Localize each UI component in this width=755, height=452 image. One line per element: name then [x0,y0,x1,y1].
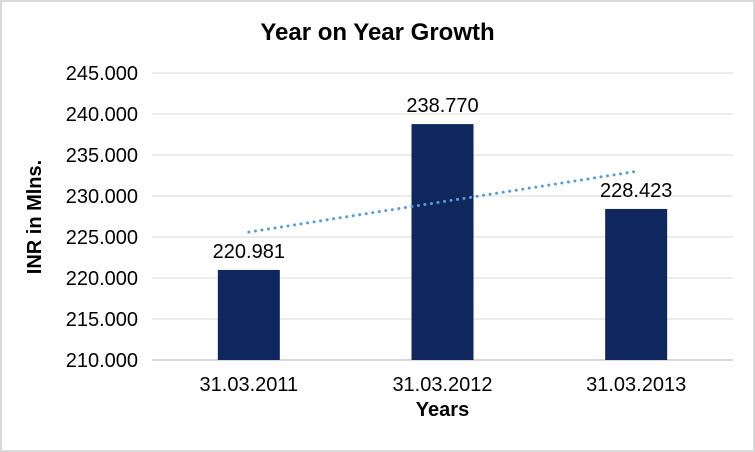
trendline [247,169,638,234]
bar-31.03.2011 [217,269,280,360]
x-tick-label: 31.03.2013 [586,374,686,396]
x-tick-label: 31.03.2011 [200,374,299,396]
bar-31.03.2012 [411,124,474,360]
y-tick-label: 210.000 [66,350,138,372]
chart-title: Year on Year Growth [260,19,495,46]
y-tick-label: 225.000 [66,227,138,249]
y-tick-label: 235.000 [66,145,138,167]
y-tick-label: 215.000 [66,309,138,331]
y-tick-label: 230.000 [66,186,138,208]
bar-31.03.2013 [605,208,668,360]
y-tick-label: 240.000 [66,104,138,126]
y-tick-label: 220.000 [66,268,138,290]
x-tick-label: 31.03.2012 [392,374,492,396]
x-axis-title: Years [415,399,470,421]
bar-value-label: 238.770 [406,95,478,117]
bar-value-label: 228.423 [600,180,672,202]
bar-value-label: 220.981 [213,241,285,263]
y-tick-label: 245.000 [66,63,138,85]
